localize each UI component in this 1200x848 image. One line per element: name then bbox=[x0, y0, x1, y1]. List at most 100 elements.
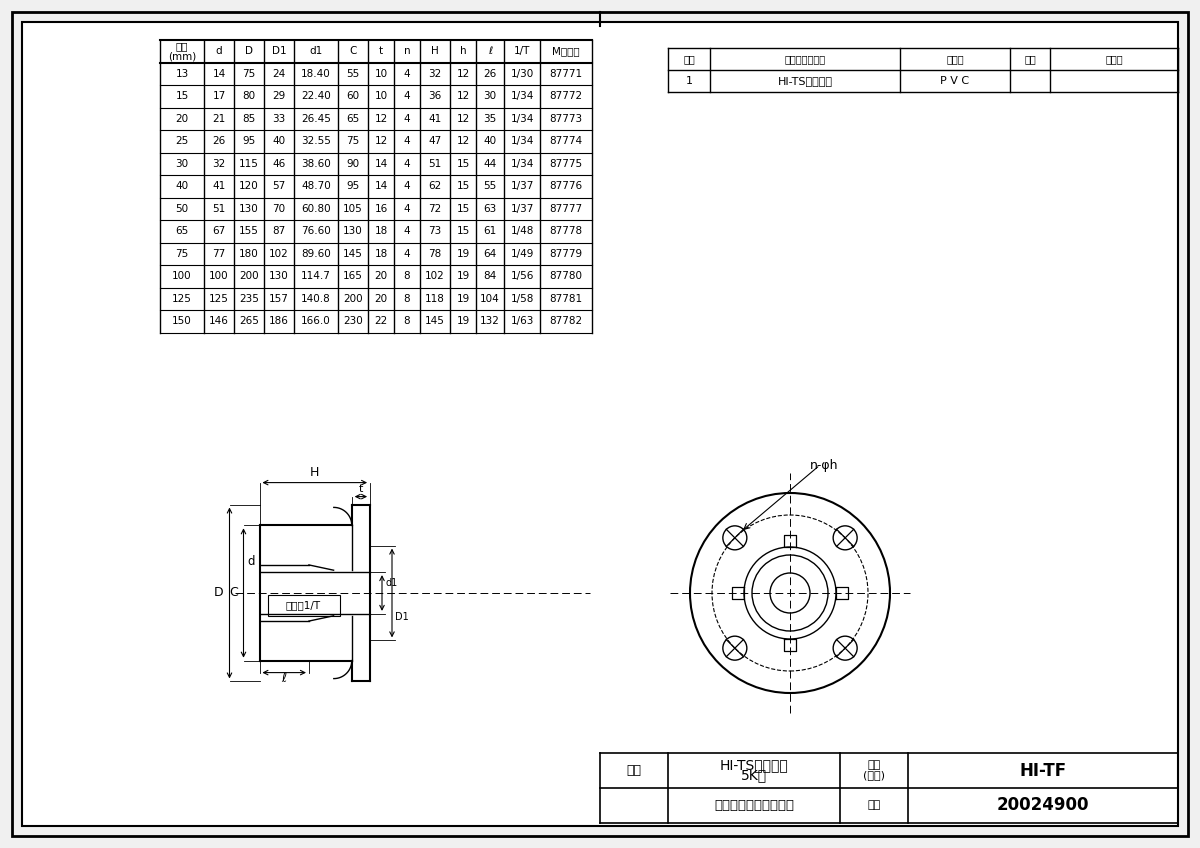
Text: P V C: P V C bbox=[941, 76, 970, 86]
Text: 146: 146 bbox=[209, 316, 229, 326]
Text: 87780: 87780 bbox=[550, 271, 582, 282]
Text: 102: 102 bbox=[269, 248, 289, 259]
Text: 200: 200 bbox=[239, 271, 259, 282]
Text: 57: 57 bbox=[272, 181, 286, 192]
Text: 95: 95 bbox=[242, 137, 256, 146]
Text: 60.80: 60.80 bbox=[301, 204, 331, 214]
Text: 15: 15 bbox=[456, 226, 469, 237]
Text: 14: 14 bbox=[374, 159, 388, 169]
Text: 25: 25 bbox=[175, 137, 188, 146]
Text: 230: 230 bbox=[343, 316, 362, 326]
Text: 84: 84 bbox=[484, 271, 497, 282]
Text: 22.40: 22.40 bbox=[301, 92, 331, 101]
Text: 1/T: 1/T bbox=[514, 47, 530, 56]
Text: 30: 30 bbox=[175, 159, 188, 169]
Text: 105: 105 bbox=[343, 204, 362, 214]
Text: 102: 102 bbox=[425, 271, 445, 282]
Text: 50: 50 bbox=[175, 204, 188, 214]
Text: 70: 70 bbox=[272, 204, 286, 214]
Text: 67: 67 bbox=[212, 226, 226, 237]
Text: d: d bbox=[247, 555, 254, 568]
Text: t: t bbox=[359, 483, 364, 494]
Text: 12: 12 bbox=[456, 137, 469, 146]
Text: 115: 115 bbox=[239, 159, 259, 169]
Text: 75: 75 bbox=[242, 69, 256, 79]
Text: 10: 10 bbox=[374, 69, 388, 79]
Text: 63: 63 bbox=[484, 204, 497, 214]
Text: 17: 17 bbox=[212, 92, 226, 101]
Text: 備　考: 備 考 bbox=[1105, 54, 1123, 64]
Text: 87775: 87775 bbox=[550, 159, 582, 169]
Text: 1/34: 1/34 bbox=[510, 137, 534, 146]
Text: 4: 4 bbox=[403, 248, 410, 259]
Text: 呪径
(mm): 呪径 (mm) bbox=[168, 41, 196, 62]
Text: 200: 200 bbox=[343, 293, 362, 304]
Text: 8: 8 bbox=[403, 293, 410, 304]
Text: 1/37: 1/37 bbox=[510, 204, 534, 214]
Text: 104: 104 bbox=[480, 293, 500, 304]
Text: 1/56: 1/56 bbox=[510, 271, 534, 282]
Text: 87771: 87771 bbox=[550, 69, 582, 79]
Text: t: t bbox=[379, 47, 383, 56]
Text: 1/37: 1/37 bbox=[510, 181, 534, 192]
Text: 1/49: 1/49 bbox=[510, 248, 534, 259]
Text: 1/30: 1/30 bbox=[510, 69, 534, 79]
Text: 26: 26 bbox=[212, 137, 226, 146]
Text: 265: 265 bbox=[239, 316, 259, 326]
Text: 材　質: 材 質 bbox=[946, 54, 964, 64]
Text: 125: 125 bbox=[172, 293, 192, 304]
Text: 75: 75 bbox=[175, 248, 188, 259]
Text: 32.55: 32.55 bbox=[301, 137, 331, 146]
Text: 64: 64 bbox=[484, 248, 497, 259]
Text: 1/48: 1/48 bbox=[510, 226, 534, 237]
Text: HI-TF: HI-TF bbox=[1020, 762, 1067, 779]
Text: 77: 77 bbox=[212, 248, 226, 259]
Text: 26.45: 26.45 bbox=[301, 114, 331, 124]
Text: 12: 12 bbox=[374, 114, 388, 124]
Text: 80: 80 bbox=[242, 92, 256, 101]
Text: 19: 19 bbox=[456, 248, 469, 259]
Text: 72: 72 bbox=[428, 204, 442, 214]
Text: 1/58: 1/58 bbox=[510, 293, 534, 304]
Text: 図番: 図番 bbox=[868, 801, 881, 811]
Text: H: H bbox=[310, 466, 319, 478]
Text: 62: 62 bbox=[428, 181, 442, 192]
Text: 38.60: 38.60 bbox=[301, 159, 331, 169]
Text: 186: 186 bbox=[269, 316, 289, 326]
Text: 125: 125 bbox=[209, 293, 229, 304]
Text: 8: 8 bbox=[403, 316, 410, 326]
Text: 85: 85 bbox=[242, 114, 256, 124]
Text: 150: 150 bbox=[172, 316, 192, 326]
Text: 12: 12 bbox=[456, 92, 469, 101]
Text: D: D bbox=[214, 587, 223, 600]
Text: 32: 32 bbox=[212, 159, 226, 169]
Text: ℓ: ℓ bbox=[488, 47, 492, 56]
Text: 130: 130 bbox=[269, 271, 289, 282]
Text: 46: 46 bbox=[272, 159, 286, 169]
Text: 120: 120 bbox=[239, 181, 259, 192]
Text: 4: 4 bbox=[403, 114, 410, 124]
Text: 87778: 87778 bbox=[550, 226, 582, 237]
Text: 166.0: 166.0 bbox=[301, 316, 331, 326]
Text: 24: 24 bbox=[272, 69, 286, 79]
Text: 89.60: 89.60 bbox=[301, 248, 331, 259]
Text: H: H bbox=[431, 47, 439, 56]
Text: 1/34: 1/34 bbox=[510, 114, 534, 124]
Text: d: d bbox=[216, 47, 222, 56]
Text: 180: 180 bbox=[239, 248, 259, 259]
Text: 4: 4 bbox=[403, 69, 410, 79]
Text: 130: 130 bbox=[343, 226, 362, 237]
Text: 44: 44 bbox=[484, 159, 497, 169]
Text: 87774: 87774 bbox=[550, 137, 582, 146]
Text: 18: 18 bbox=[374, 248, 388, 259]
Text: 20024900: 20024900 bbox=[997, 796, 1090, 814]
Text: D1: D1 bbox=[395, 611, 409, 622]
Text: 73: 73 bbox=[428, 226, 442, 237]
Text: 部　品　名　称: 部 品 名 称 bbox=[785, 54, 826, 64]
Text: 87781: 87781 bbox=[550, 293, 582, 304]
Text: 145: 145 bbox=[343, 248, 362, 259]
Text: 41: 41 bbox=[212, 181, 226, 192]
Text: 21: 21 bbox=[212, 114, 226, 124]
Text: 15: 15 bbox=[456, 204, 469, 214]
Text: 87777: 87777 bbox=[550, 204, 582, 214]
